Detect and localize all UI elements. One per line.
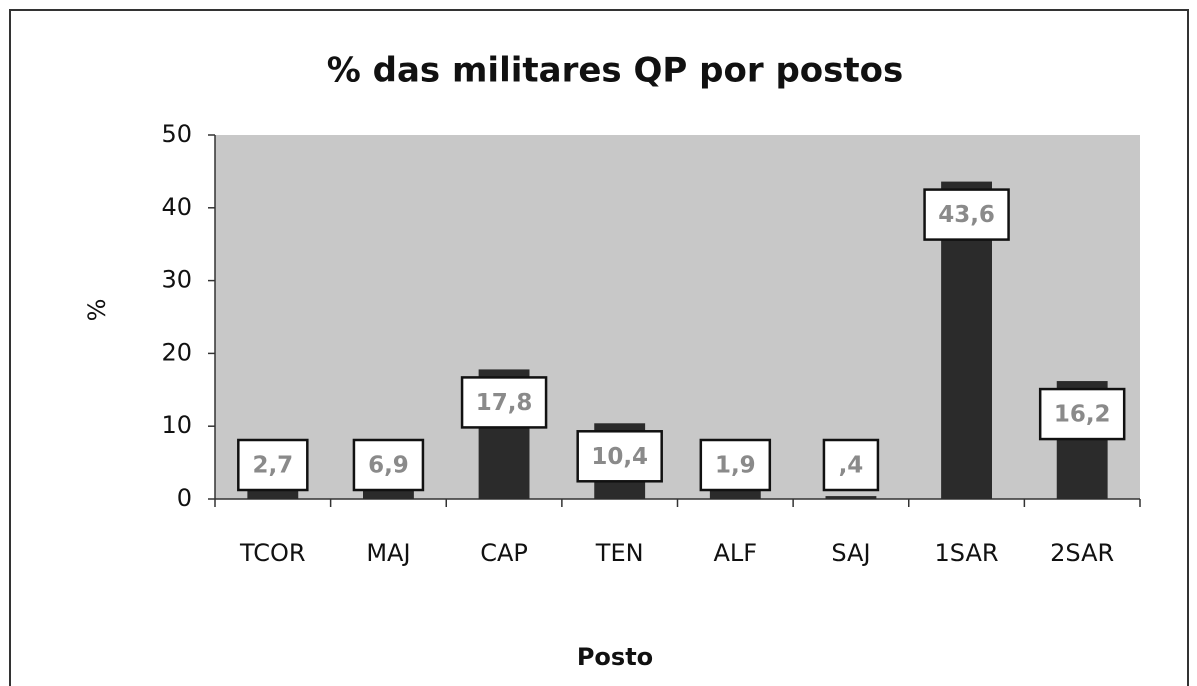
- x-tick-label: CAP: [480, 539, 528, 567]
- x-tick-label: ALF: [714, 539, 758, 567]
- y-tick-label: 0: [177, 484, 192, 512]
- value-label: 16,2: [1054, 402, 1111, 428]
- value-label-box: [822, 438, 880, 492]
- y-tick-label: 50: [161, 120, 192, 148]
- value-label: 43,6: [938, 202, 995, 228]
- x-tick-label: 1SAR: [935, 539, 999, 567]
- value-label: 6,9: [368, 453, 409, 479]
- bar: [825, 496, 877, 499]
- value-label-box: [923, 188, 1010, 241]
- value-label-box: [237, 438, 309, 492]
- value-label: 2,7: [252, 453, 293, 479]
- x-tick-label: 2SAR: [1050, 539, 1114, 567]
- y-axis-label: %: [83, 299, 111, 322]
- y-tick-label: 40: [161, 193, 192, 221]
- value-label-box: [699, 438, 772, 492]
- y-tick-label: 30: [161, 266, 192, 294]
- y-tick-label: 10: [161, 411, 192, 439]
- x-tick-label: TCOR: [239, 539, 306, 567]
- value-label: ,4: [839, 453, 864, 479]
- value-label-box: [460, 376, 548, 429]
- value-label-box: [576, 430, 663, 483]
- value-label: 1,9: [715, 453, 756, 479]
- x-tick-label: SAJ: [831, 539, 870, 567]
- x-axis-label: Posto: [577, 643, 653, 671]
- x-tick-label: MAJ: [366, 539, 410, 567]
- value-label: 10,4: [591, 444, 648, 470]
- value-label-box: [1038, 387, 1126, 441]
- y-tick-label: 20: [161, 338, 192, 366]
- chart-title: % das militares QP por postos: [327, 51, 904, 91]
- value-label: 17,8: [476, 390, 533, 416]
- value-label-box: [352, 438, 425, 492]
- x-tick-label: TEN: [595, 539, 644, 567]
